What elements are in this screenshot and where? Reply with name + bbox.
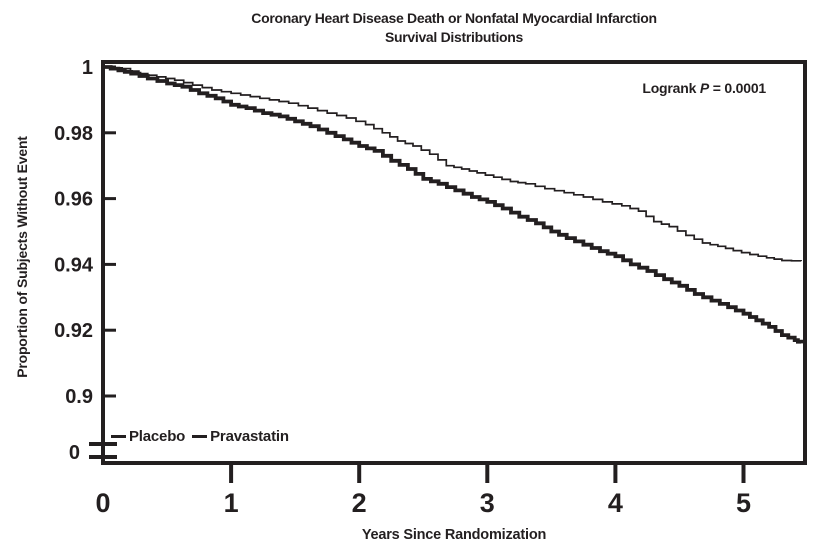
pravastatin-curve [103, 66, 802, 262]
y-tick-label: 0.96 [54, 189, 93, 211]
x-tick-label: 1 [224, 488, 239, 518]
x-tick-label: 3 [480, 488, 495, 518]
logrank-p-symbol: P [699, 80, 710, 96]
plot-frame [101, 60, 807, 465]
x-tick-label: 2 [352, 488, 367, 518]
chart-title-line1: Coronary Heart Disease Death or Nonfatal… [251, 10, 657, 26]
y-tick-label: 0.94 [54, 254, 94, 276]
chart-title-line2: Survival Distributions [384, 29, 524, 45]
logrank-value: = 0.0001 [709, 80, 766, 96]
x-tick-label: 4 [608, 488, 623, 518]
pravastatin-line-sample [192, 435, 208, 438]
x-tick-label: 5 [736, 488, 751, 518]
x-tick-label: 0 [95, 488, 110, 518]
chart-title: Coronary Heart Disease Death or Nonfatal… [103, 9, 805, 47]
legend-label-pravastatin: Pravastatin [210, 428, 289, 445]
placebo-curve [103, 65, 803, 344]
y-tick-label: 0.98 [54, 123, 93, 145]
logrank-prefix: Logrank [642, 80, 700, 96]
y-tick-label: 1 [82, 57, 93, 79]
x-axis-title: Years Since Randomization [361, 527, 547, 543]
y-tick-label: 0.92 [54, 320, 93, 342]
y-zero-label: 0 [69, 442, 80, 464]
y-tick-label: 0.9 [65, 386, 93, 408]
legend: Placebo Pravastatin [111, 428, 289, 445]
legend-label-placebo: Placebo [129, 428, 186, 445]
logrank-annotation: Logrank P = 0.0001 [642, 80, 766, 96]
placebo-line-sample [111, 435, 126, 438]
